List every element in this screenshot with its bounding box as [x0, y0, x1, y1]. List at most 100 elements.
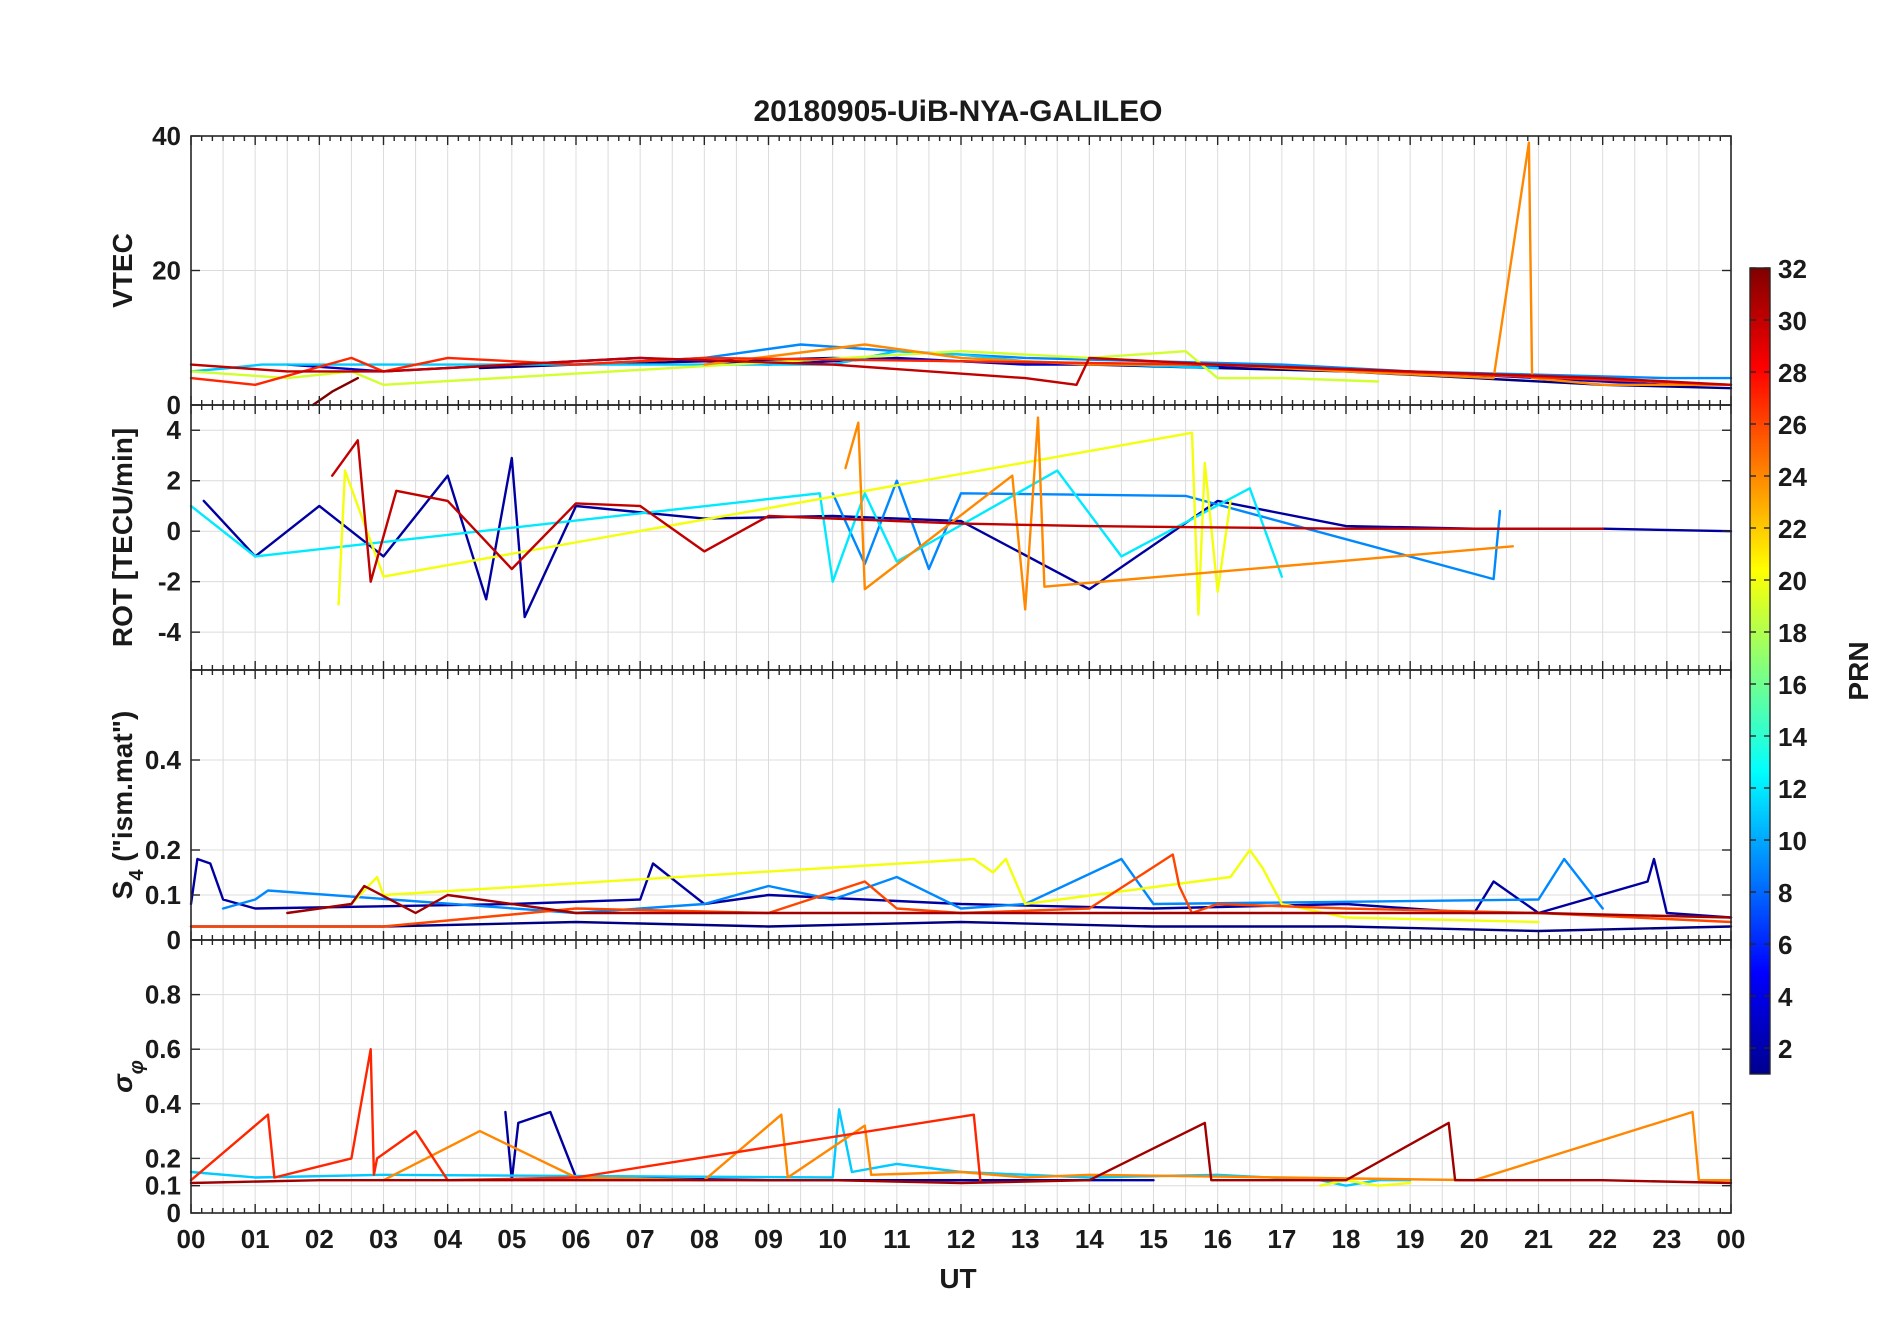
series-line-prn-26	[189, 853, 1733, 928]
x-tick-label: 11	[883, 1224, 911, 1254]
series-line-prn-19	[189, 350, 1380, 386]
colorbar-tick-label: 10	[1778, 826, 1807, 856]
x-tick-label: 22	[1588, 1224, 1617, 1254]
series-line-prn-30	[331, 439, 1604, 583]
y-tick-label: 0.4	[145, 745, 182, 775]
x-tick-label: 20	[1460, 1224, 1489, 1254]
series-line-prn-2	[504, 1110, 1155, 1182]
colorbar-tick-label: 2	[1778, 1034, 1792, 1064]
y-tick-label: -4	[158, 617, 182, 647]
panel-2: 00.10.20.4S4 ("ism.mat")	[107, 669, 1733, 955]
y-tick-label: -2	[158, 567, 181, 597]
x-axis-label: UT	[939, 1263, 976, 1294]
colorbar-tick-label: 30	[1778, 306, 1807, 336]
y-tick-label: 0	[167, 390, 181, 420]
colorbar-tick-label: 12	[1778, 774, 1807, 804]
y-tick-label: 0	[167, 925, 181, 955]
series-line-prn-1	[189, 920, 1733, 933]
y-tick-label: 0	[167, 1198, 181, 1228]
y-tick-label: 0.2	[145, 835, 181, 865]
series-line-prn-20	[1319, 1178, 1412, 1187]
x-tick-label: 05	[497, 1224, 526, 1254]
x-tick-label: 10	[818, 1224, 847, 1254]
chart-title: 20180905-UiB-NYA-GALILEO	[753, 95, 1162, 128]
y-tick-label: 20	[152, 256, 181, 286]
series-line-prn-20	[337, 431, 1232, 616]
colorbar-tick-label: 22	[1778, 514, 1807, 544]
series-line-prn-27	[189, 1047, 982, 1182]
y-tick-label: 0.6	[145, 1034, 181, 1064]
panel-0: 0 20 40 VTEC	[107, 121, 1733, 420]
x-tick-label: 04	[433, 1224, 462, 1254]
colorbar-tick-label: 32	[1778, 254, 1807, 284]
x-tick-label: 12	[947, 1224, 976, 1254]
y-axis-label: σφ	[107, 1060, 148, 1093]
colorbar-gradient	[1749, 267, 1771, 1075]
series-line-prn-24	[844, 416, 1515, 611]
colorbar-tick-label: 26	[1778, 410, 1807, 440]
colorbar-tick-label: 24	[1778, 462, 1807, 492]
panel-1: -4 -2 0 2 4 ROT [TECU/min]	[107, 404, 1733, 671]
x-tick-label: 07	[626, 1224, 655, 1254]
x-tick-label: 15	[1139, 1224, 1168, 1254]
y-tick-label: 0.4	[145, 1089, 182, 1119]
y-axis-label-sub: φ	[126, 1060, 148, 1074]
x-tick-label: 21	[1524, 1224, 1553, 1254]
y-tick-label: 0.1	[145, 1171, 181, 1201]
series-line-prn-2	[189, 857, 1733, 919]
y-tick-label: 0.8	[145, 980, 181, 1010]
series-line-prn-31	[189, 1121, 1733, 1185]
x-tick-label: 01	[241, 1224, 270, 1254]
series-line-prn-11	[189, 1108, 1412, 1187]
y-tick-label: 2	[167, 466, 181, 496]
x-tick-label: 00	[1717, 1224, 1746, 1254]
x-tick-label: 03	[369, 1224, 398, 1254]
colorbar-tick-label: 20	[1778, 566, 1807, 596]
x-tick-label: 09	[754, 1224, 783, 1254]
colorbar-label: PRN	[1843, 641, 1874, 700]
y-tick-label: 0	[167, 516, 181, 546]
x-tick-label: 13	[1011, 1224, 1040, 1254]
x-tick-label: 19	[1396, 1224, 1425, 1254]
x-tick-label: 16	[1203, 1224, 1232, 1254]
colorbar-tick-label: 8	[1778, 878, 1792, 908]
series-line-prn-24	[703, 141, 1733, 386]
series-line-prn-9	[221, 857, 1604, 915]
y-tick-label: 40	[152, 121, 181, 151]
x-tick-label: 14	[1075, 1224, 1104, 1254]
y-tick-label: 4	[167, 415, 182, 445]
series-line-prn-12	[189, 469, 1284, 583]
x-tick-label: 02	[305, 1224, 334, 1254]
colorbar-tick-label: 14	[1778, 722, 1807, 752]
x-tick-label: 06	[562, 1224, 591, 1254]
panel-3: 00.10.2 0.4 0.6 0.8 σφ	[107, 939, 1733, 1228]
x-tick-label: 00	[177, 1224, 206, 1254]
series-line-prn-31	[286, 884, 1733, 919]
y-axis-label: S4 ("ism.mat")	[107, 711, 148, 900]
x-tick-label: 17	[1267, 1224, 1296, 1254]
x-tick-label: 23	[1652, 1224, 1681, 1254]
colorbar-tick-label: 18	[1778, 618, 1807, 648]
x-tick-label: 08	[690, 1224, 719, 1254]
y-axis-label: VTEC	[107, 233, 138, 308]
series-line-prn-9	[831, 479, 1502, 581]
colorbar-tick-label: 16	[1778, 670, 1807, 700]
y-axis-label-sub: 4	[126, 869, 148, 881]
x-tick-label: 18	[1332, 1224, 1361, 1254]
y-axis-label-main: σ	[107, 1073, 138, 1093]
series-line-prn-24	[382, 1110, 1733, 1182]
y-tick-label: 0.2	[145, 1143, 181, 1173]
colorbar-tick-label: 6	[1778, 930, 1792, 960]
colorbar-tick-label: 4	[1778, 982, 1793, 1012]
y-axis-label: ROT [TECU/min]	[107, 428, 138, 647]
y-tick-label: 0.1	[145, 880, 181, 910]
y-axis-label-tail: ("ism.mat")	[107, 711, 138, 870]
series-line-prn-30	[189, 356, 1733, 386]
colorbar-tick-label: 28	[1778, 358, 1807, 388]
y-axis-label-main: S	[107, 881, 138, 900]
